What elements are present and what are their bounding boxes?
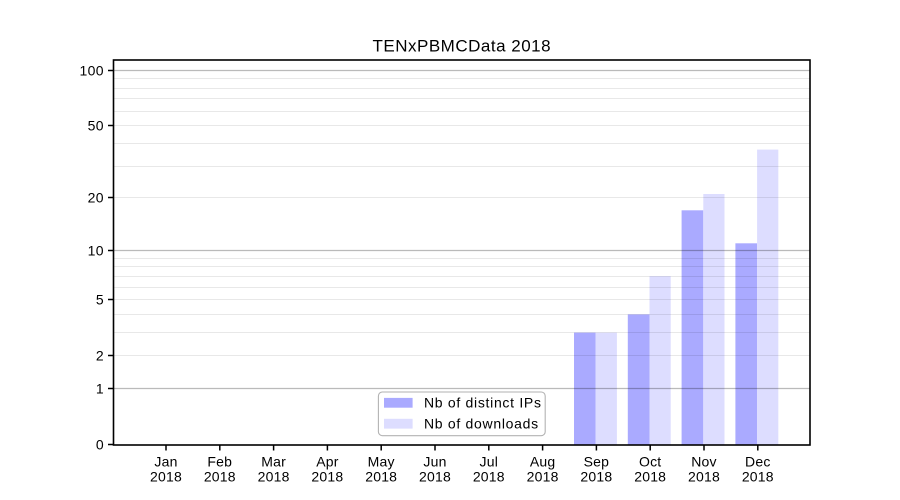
svg-text:50: 50	[88, 118, 104, 134]
svg-text:Jun: Jun	[423, 454, 446, 470]
svg-text:Nov: Nov	[691, 454, 717, 470]
svg-text:2018: 2018	[742, 469, 774, 485]
svg-text:2018: 2018	[365, 469, 397, 485]
svg-text:2018: 2018	[580, 469, 612, 485]
svg-text:Nb of downloads: Nb of downloads	[424, 416, 539, 432]
svg-text:Nb of distinct IPs: Nb of distinct IPs	[424, 395, 542, 411]
svg-text:Feb: Feb	[207, 454, 232, 470]
svg-text:1: 1	[96, 381, 104, 397]
svg-text:2018: 2018	[688, 469, 720, 485]
svg-text:0: 0	[96, 437, 104, 453]
svg-text:2018: 2018	[527, 469, 559, 485]
svg-text:2018: 2018	[150, 469, 182, 485]
svg-text:2018: 2018	[204, 469, 236, 485]
svg-text:Oct: Oct	[639, 454, 661, 470]
svg-text:2: 2	[96, 348, 104, 364]
svg-text:10: 10	[88, 243, 104, 259]
svg-text:2018: 2018	[311, 469, 343, 485]
svg-text:2018: 2018	[473, 469, 505, 485]
svg-text:TENxPBMCData 2018: TENxPBMCData 2018	[373, 37, 552, 56]
svg-text:Dec: Dec	[745, 454, 771, 470]
svg-text:Jul: Jul	[480, 454, 499, 470]
svg-text:Apr: Apr	[316, 454, 339, 470]
svg-text:100: 100	[79, 63, 104, 79]
svg-text:Aug: Aug	[530, 454, 556, 470]
svg-text:2018: 2018	[258, 469, 290, 485]
svg-text:May: May	[368, 454, 395, 470]
svg-text:Sep: Sep	[584, 454, 610, 470]
svg-text:20: 20	[88, 190, 104, 206]
svg-text:2018: 2018	[634, 469, 666, 485]
svg-text:5: 5	[96, 292, 104, 308]
svg-text:2018: 2018	[419, 469, 451, 485]
svg-text:Jan: Jan	[154, 454, 177, 470]
svg-text:Mar: Mar	[261, 454, 286, 470]
